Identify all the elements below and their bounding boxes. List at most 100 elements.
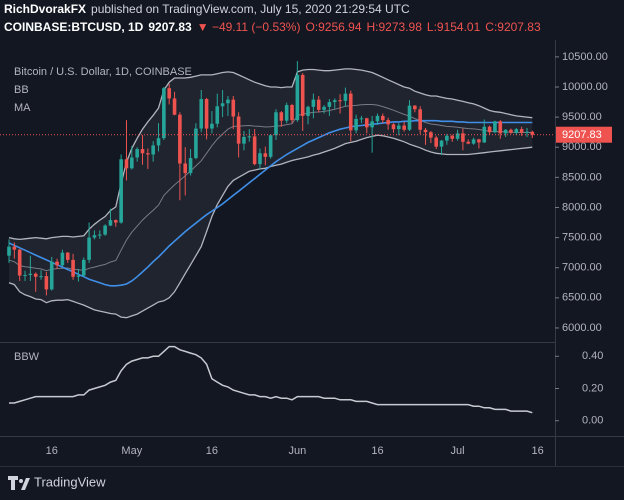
legend-bbw: BBW [14, 351, 40, 363]
candle-body [397, 125, 401, 130]
y-tick-label: 6000.00 [562, 322, 602, 334]
candle-body [413, 105, 417, 110]
candle-body [503, 129, 508, 134]
candle-body [391, 124, 396, 130]
ohlc-value: L:9154.01 [427, 20, 481, 34]
candle-body [60, 252, 65, 266]
candle-body [258, 153, 262, 165]
x-tick-label: 16 [532, 445, 544, 457]
candle-body [407, 105, 412, 130]
candle-body [439, 140, 444, 147]
candle-body [124, 159, 129, 169]
candle-body [231, 99, 236, 117]
candle-body [295, 74, 300, 121]
candle-body [338, 100, 342, 102]
candle-body [55, 261, 59, 266]
candle-body [429, 132, 433, 138]
candle-body [348, 93, 353, 131]
candle-body [215, 106, 220, 124]
candle-body [119, 159, 123, 223]
candle-body [28, 273, 33, 275]
candle-body [471, 139, 476, 144]
candle-body [284, 105, 289, 121]
ohlc-value: C:9207.83 [485, 20, 541, 34]
candle-body [450, 135, 455, 139]
candle-body [418, 109, 422, 130]
candle-body [300, 74, 305, 116]
candle-body [375, 115, 380, 122]
candle-body [108, 220, 113, 226]
candle-body [44, 276, 49, 290]
candle-body [114, 220, 118, 223]
candle-body [263, 153, 268, 157]
candle-body [364, 118, 369, 128]
candle-body [188, 158, 193, 174]
y-tick-label: 10500.00 [562, 51, 608, 63]
candle-body [247, 136, 252, 138]
y-tick-label: 8000.00 [562, 201, 602, 213]
candle-body [210, 123, 214, 129]
candle-body [12, 246, 17, 250]
candle-body [354, 118, 358, 131]
last-price-label: 9207.83 [562, 129, 602, 141]
candle-body [236, 116, 241, 144]
candle-body [514, 129, 519, 133]
candle-body [146, 153, 150, 155]
candle-body [370, 121, 374, 128]
candle-body [204, 99, 209, 129]
candle-body [279, 112, 284, 121]
candle-body [130, 157, 134, 169]
candle-body [332, 100, 337, 103]
candle-body [178, 114, 182, 164]
y-tick-label: 7000.00 [562, 262, 602, 274]
candle-body [156, 138, 161, 146]
candle-body [162, 88, 166, 139]
candle-body [386, 120, 390, 125]
candle-body [343, 93, 348, 101]
brand-logo [8, 476, 30, 490]
candle-body [65, 252, 70, 260]
candle-body [466, 141, 471, 144]
published-note: published on TradingView.com, July 15, 2… [91, 2, 410, 16]
x-tick-label: 16 [371, 445, 383, 457]
symbol: COINBASE:BTCUSD, 1D [4, 20, 144, 34]
candle-body [76, 275, 81, 277]
candle-body [359, 118, 364, 120]
candle-body [487, 126, 492, 133]
candle-body [172, 98, 177, 115]
y-tick-label: 6500.00 [562, 292, 602, 304]
candle-body [140, 149, 145, 154]
candle-body [434, 137, 438, 147]
bb-upper [8, 68, 533, 241]
candle-body [252, 136, 257, 165]
legend-bb: BB [14, 84, 29, 96]
author: RichDvorakFX [4, 2, 86, 16]
candle-body [135, 149, 139, 158]
y-tick-label: 7500.00 [562, 231, 602, 243]
candle-body [311, 99, 316, 107]
candle-body [92, 235, 97, 238]
bb-basis [8, 104, 533, 272]
y-tick-label: 0.20 [582, 382, 603, 394]
y-tick-label: 10000.00 [562, 81, 608, 93]
price-change: ▼ −49.11 (−0.53%) [197, 20, 301, 34]
candle-body [530, 131, 535, 135]
ohlc-value: O:9256.94 [305, 20, 361, 34]
candle-body [49, 261, 54, 290]
legend-ma: MA [14, 102, 31, 114]
candle-body [445, 135, 449, 141]
ohlc-value: H:9273.98 [367, 20, 423, 34]
candle-body [87, 237, 91, 260]
candle-body [509, 129, 513, 133]
candle-body [242, 136, 246, 144]
candle-body [306, 106, 310, 116]
candle-body [498, 121, 503, 134]
candle-body [327, 102, 332, 107]
candle-body [167, 88, 171, 99]
candle-body [493, 121, 497, 133]
candle-body [17, 249, 22, 276]
candle-body [151, 145, 155, 155]
candle-body [226, 99, 230, 104]
